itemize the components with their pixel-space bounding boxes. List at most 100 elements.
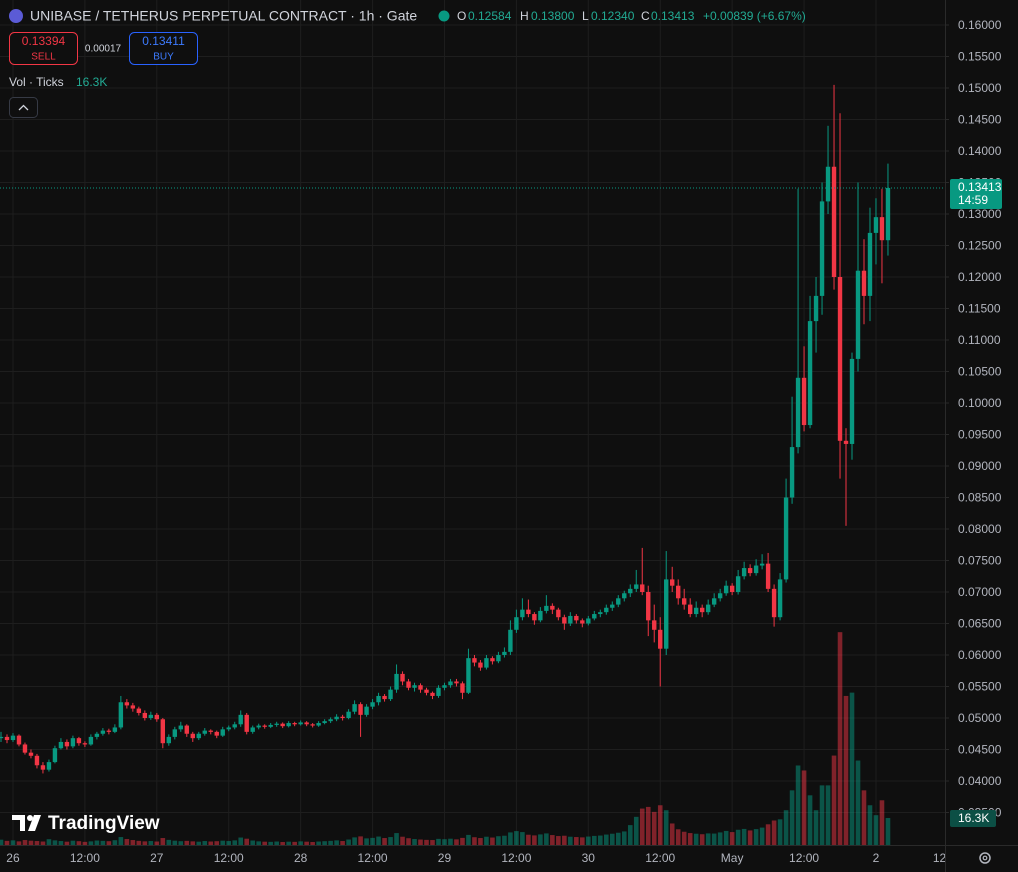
- candle-body: [729, 585, 735, 592]
- volume-bar: [232, 840, 238, 845]
- sell-button[interactable]: [9, 32, 78, 65]
- volume-bar: [735, 829, 741, 845]
- volume-bar: [16, 841, 22, 845]
- x-tick-label: 2: [873, 851, 880, 865]
- volume-bar: [286, 841, 291, 845]
- y-tick-label: 0.09500: [958, 428, 1002, 442]
- candle-body: [771, 588, 777, 618]
- candle-body: [735, 576, 741, 592]
- volume-bar: [879, 800, 885, 845]
- volume-bar: [58, 841, 64, 845]
- volume-bar: [723, 830, 729, 845]
- x-tick-label: 12:00: [645, 851, 675, 865]
- volume-bar: [64, 841, 70, 845]
- candle-body: [741, 568, 747, 577]
- candle-body: [526, 609, 531, 615]
- y-tick-label: 0.11500: [958, 302, 1001, 316]
- collapse-button[interactable]: [9, 97, 38, 118]
- candle-body: [364, 706, 369, 715]
- y-tick-label: 0.10000: [958, 396, 1002, 410]
- legend-h: 0.13800: [531, 9, 575, 23]
- candle-body: [340, 716, 345, 718]
- volume-bar: [112, 840, 118, 845]
- candle-body: [82, 743, 88, 745]
- volume-bar: [178, 841, 184, 845]
- candle-body: [831, 166, 837, 277]
- volume-bar: [645, 806, 651, 845]
- buy-price: 0.13411: [142, 34, 185, 48]
- x-tick-label: May: [721, 851, 744, 865]
- buy-button[interactable]: [129, 32, 198, 65]
- volume-bar: [220, 840, 226, 845]
- candle-body: [100, 730, 106, 734]
- candle-body: [238, 714, 243, 725]
- volume-bar: [226, 841, 232, 845]
- candle-body: [682, 598, 687, 605]
- volume-bar: [717, 832, 723, 845]
- candle-body: [628, 588, 633, 594]
- candle-body: [322, 721, 327, 724]
- candle-body: [196, 733, 201, 739]
- candle-body: [496, 655, 501, 662]
- volume-bar: [10, 840, 16, 845]
- y-tick-label: 0.14000: [958, 144, 1002, 158]
- candle-body: [304, 722, 309, 725]
- volume-bar: [94, 840, 100, 845]
- settings-button[interactable]: [979, 852, 991, 864]
- candle-body: [16, 735, 22, 745]
- candle-body: [658, 629, 663, 649]
- volume-bar: [118, 837, 124, 845]
- x-tick-label: 12:00: [70, 851, 100, 865]
- volume-bar: [142, 841, 148, 845]
- volume-bar: [831, 755, 837, 845]
- volume-bar: [268, 841, 273, 845]
- volume-bar: [148, 841, 154, 845]
- volume-bar: [280, 842, 285, 845]
- candle-body: [747, 568, 753, 574]
- candle-body: [538, 610, 543, 621]
- volume-bar: [705, 833, 711, 845]
- legend-h-label: H: [520, 9, 529, 23]
- y-tick-label: 0.15000: [958, 81, 1002, 95]
- candle-body: [40, 765, 46, 770]
- candle-body: [130, 705, 136, 709]
- volume-bar: [699, 834, 705, 845]
- candle-body: [310, 724, 315, 726]
- candle-body: [598, 612, 603, 615]
- candle-body: [352, 704, 357, 712]
- gear-icon: [979, 852, 991, 864]
- candle-body: [286, 723, 291, 727]
- candle-body: [22, 744, 28, 753]
- volume-bar: [322, 841, 327, 845]
- candle-body: [550, 605, 555, 610]
- candle-body: [873, 217, 879, 233]
- candle-body: [484, 658, 489, 668]
- candle-body: [220, 729, 225, 736]
- candle-body: [544, 605, 549, 611]
- volume-bar: [214, 841, 220, 845]
- candle-body: [292, 723, 297, 725]
- y-tick-label: 0.06000: [958, 648, 1002, 662]
- volume-bar: [562, 835, 567, 845]
- candle-body: [154, 714, 160, 720]
- x-tick-label: 12:00: [214, 851, 244, 865]
- volume-bar: [669, 823, 675, 845]
- last-price-label: 0.13413: [958, 180, 1002, 194]
- candle-body: [711, 598, 717, 605]
- volume-bar: [753, 829, 759, 845]
- candle-body: [172, 729, 177, 737]
- candle-body: [508, 629, 513, 652]
- candle-body: [819, 201, 825, 296]
- y-tick-label: 0.16000: [958, 18, 1002, 32]
- volume-title: Vol · Ticks: [9, 75, 64, 89]
- legend-o: 0.12584: [468, 9, 512, 23]
- legend-c: 0.13413: [651, 9, 695, 23]
- candle-body: [226, 727, 231, 730]
- candle-body: [34, 755, 40, 766]
- volume-bar: [250, 840, 256, 845]
- symbol-title[interactable]: UNIBASE / TETHERUS PERPETUAL CONTRACT · …: [30, 8, 417, 24]
- buy-label: BUY: [153, 52, 174, 63]
- volume-bar: [328, 840, 333, 845]
- volume-bar: [184, 840, 190, 845]
- candle-body: [532, 614, 537, 621]
